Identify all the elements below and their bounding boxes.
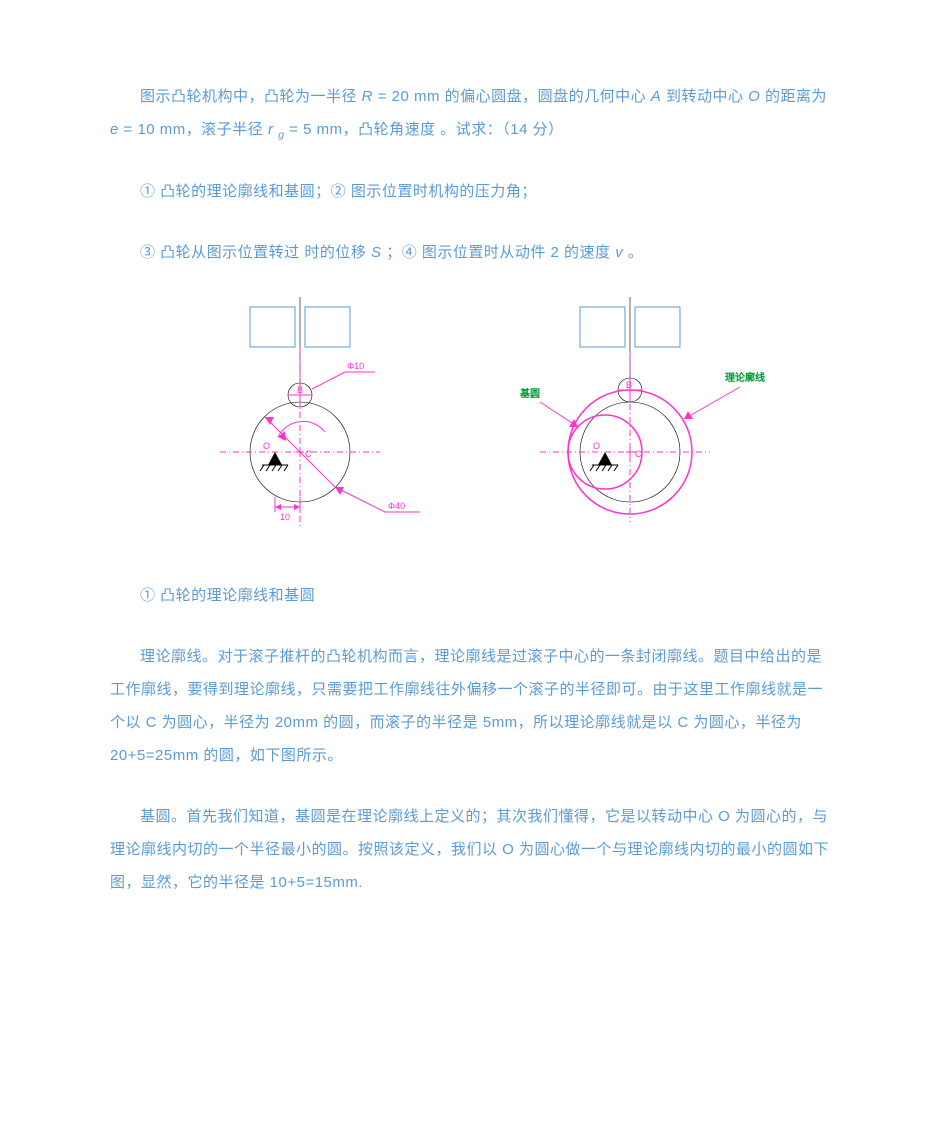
label-theo-profile: 理论廓线 (725, 371, 765, 384)
figure-1: B Φ10 C O (150, 297, 430, 549)
answer-para-1: 理论廓线。对于滚子推杆的凸轮机构而言，理论廓线是过滚子中心的一条封闭廓线。题目中… (110, 640, 835, 772)
label-B2: B (626, 380, 632, 390)
label-C2: C (635, 449, 642, 459)
var-A: A (651, 88, 662, 105)
label-phi10: Φ10 (347, 361, 364, 371)
hatch-right (305, 307, 350, 347)
text: = 5 mm，凸轮角速度 。试求：（14 分） (289, 121, 563, 138)
text: 。 (628, 244, 644, 261)
pivot-O-2 (590, 452, 618, 471)
hatch-right-2 (635, 307, 680, 347)
leader-theo (684, 387, 740, 419)
questions-3-4: ③ 凸轮从图示位置转过 时的位移 S ；④ 图示位置时从动件 2 的速度 v 。 (110, 236, 835, 269)
label-phi40: Φ40 (388, 501, 405, 511)
label-dim-10: 10 (280, 512, 290, 522)
var-e: e (110, 121, 119, 138)
pivot-O (260, 452, 288, 471)
rotation-arrowhead (278, 431, 286, 441)
text: = 20 mm 的偏心圆盘，圆盘的几何中心 (378, 88, 651, 105)
var-R: R (362, 88, 373, 105)
var-r: r (268, 121, 274, 138)
leader-phi40 (335, 487, 385, 512)
leader-phi10 (312, 372, 345, 389)
problem-statement-1: 图示凸轮机构中，凸轮为一半径 R = 20 mm 的偏心圆盘，圆盘的几何中心 A… (110, 80, 835, 147)
figure-2: B C O (470, 297, 780, 549)
figure-2-svg: B C O (470, 297, 780, 537)
text: ；④ 图示位置时从动件 2 的速度 (386, 244, 615, 261)
answer-heading-1: ① 凸轮的理论廓线和基圆 (110, 579, 835, 612)
figures-row: B Φ10 C O (150, 297, 835, 549)
text: 图示凸轮机构中，凸轮为一半径 (140, 88, 362, 105)
label-O: O (263, 441, 270, 451)
var-S: S (371, 244, 382, 261)
text: ③ 凸轮从图示位置转过 时的位移 (140, 244, 371, 261)
label-base-circle: 基圆 (519, 387, 540, 400)
text: 的距离为 (765, 88, 827, 105)
figure-1-svg: B Φ10 C O (150, 297, 430, 537)
var-O: O (748, 88, 760, 105)
text: 到转动中心 (666, 88, 748, 105)
hatch-left (250, 307, 295, 347)
label-O2: O (593, 441, 600, 451)
hatch-left-2 (580, 307, 625, 347)
var-v: v (615, 244, 623, 261)
text: = 10 mm，滚子半径 (124, 121, 268, 138)
answer-para-2: 基圆。首先我们知道，基圆是在理论廓线上定义的；其次我们懂得，它是以转动中心 O … (110, 800, 835, 899)
var-rg-sub: g (278, 129, 284, 141)
questions-1-2: ① 凸轮的理论廓线和基圆；② 图示位置时机构的压力角； (110, 175, 835, 208)
